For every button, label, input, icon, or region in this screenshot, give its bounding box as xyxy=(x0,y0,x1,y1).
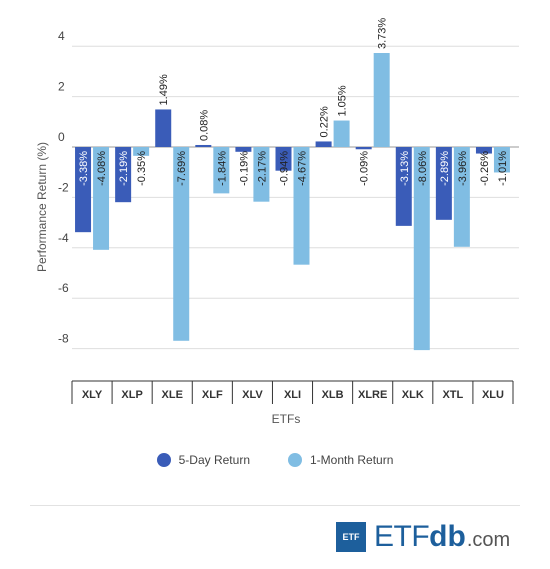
x-tick-label: XLP xyxy=(121,389,142,401)
data-label: -4.67% xyxy=(297,151,309,186)
legend-label-5-day: 5-Day Return xyxy=(178,453,250,467)
bar-5-day-xli xyxy=(275,147,292,171)
data-labels: -3.38% -4.08% -2.19% -0.35% 1.49% -7.69% 0.08%… xyxy=(78,18,509,186)
bar-1-month-xlb xyxy=(333,120,350,147)
bar-1-month-xlre xyxy=(373,53,390,148)
y-tick-label: 4 xyxy=(58,29,65,43)
logo-com-text: .com xyxy=(466,529,511,551)
bar-5-day-xly xyxy=(75,147,92,233)
bar-1-month-xlu xyxy=(493,147,510,173)
x-tick-label: XTL xyxy=(442,389,463,401)
bar-1-month-xly xyxy=(93,147,110,250)
data-label: -3.13% xyxy=(399,151,411,186)
data-label: -2.89% xyxy=(439,151,451,186)
bar-1-month-xli xyxy=(293,147,310,265)
bar-5-day-xlp xyxy=(115,147,132,203)
bar-1-month-xtl xyxy=(453,147,470,247)
bar-5-day-xle xyxy=(155,109,172,147)
etfdb-logo: ETF ETF db .com xyxy=(336,519,510,555)
legend-item-1-month[interactable]: 1-Month Return xyxy=(288,453,393,467)
legend-swatch-5-day xyxy=(156,453,171,467)
y-tick-label: -2 xyxy=(58,180,69,194)
y-tick-label: -6 xyxy=(58,281,69,295)
y-axis-ticks: 4 2 0 -2 -4 -6 -8 xyxy=(58,29,69,345)
footer-divider xyxy=(30,505,520,506)
data-label: -3.96% xyxy=(457,151,469,186)
x-tick-label: XLE xyxy=(162,389,183,401)
x-tick-label: XLI xyxy=(284,389,301,401)
bar-1-month-xlk xyxy=(413,147,430,351)
data-label: -0.26% xyxy=(479,151,491,186)
data-label: -1.84% xyxy=(216,151,228,186)
x-tick-label: XLF xyxy=(202,389,223,401)
bar-5-day-xlre xyxy=(355,147,372,150)
legend-label-1-month: 1-Month Return xyxy=(310,453,394,467)
x-axis: XLY XLP XLE XLF XLV XLI XLB XLRE XLK XTL XLU xyxy=(71,380,514,404)
logo-etf-text: ETF xyxy=(374,520,430,553)
y-tick-label: -8 xyxy=(58,332,69,346)
bar-5-day-xlv xyxy=(235,147,252,152)
bar-chart: 4 2 0 -2 -4 -6 -8 -3.38% -4.08% -2.19% -0.35% 1.49… xyxy=(35,18,519,426)
data-label: -1.01% xyxy=(497,151,509,186)
data-label: 1.05% xyxy=(337,85,349,116)
data-label: -0.35% xyxy=(136,151,148,186)
bar-1-month-xle xyxy=(173,147,190,341)
bar-5-day-xlk xyxy=(395,147,412,226)
bar-1-month-xlv xyxy=(253,147,270,202)
y-tick-label: 2 xyxy=(58,80,65,94)
data-label: 0.08% xyxy=(198,110,210,141)
data-label: 1.49% xyxy=(158,74,170,105)
data-label: -4.08% xyxy=(96,151,108,186)
bar-5-day-xlu xyxy=(475,147,492,154)
data-label: -2.19% xyxy=(118,151,130,186)
data-label: -0.19% xyxy=(238,151,250,186)
legend-item-5-day[interactable]: 5-Day Return xyxy=(156,453,250,467)
bars xyxy=(75,53,510,351)
x-tick-label: XLK xyxy=(402,389,424,401)
bar-5-day-xlf xyxy=(195,144,212,147)
data-label: -7.69% xyxy=(176,151,188,186)
y-tick-label: 0 xyxy=(58,130,65,144)
data-label: 0.22% xyxy=(319,106,331,137)
y-axis-label: Performance Return (%) xyxy=(35,142,49,272)
data-label: -8.06% xyxy=(417,151,429,186)
x-tick-label: XLB xyxy=(322,389,344,401)
x-tick-label: XLU xyxy=(482,389,504,401)
data-label: -2.17% xyxy=(256,151,268,186)
data-label: -3.38% xyxy=(78,151,90,186)
bar-5-day-xlb xyxy=(315,141,332,147)
x-tick-label: XLV xyxy=(242,389,263,401)
logo-db-text: db xyxy=(429,520,466,553)
x-axis-label: ETFs xyxy=(272,412,301,426)
logo-mark: ETF xyxy=(336,522,366,552)
data-label: -0.09% xyxy=(359,151,371,186)
bar-5-day-xtl xyxy=(435,147,452,220)
x-tick-label: XLRE xyxy=(358,389,387,401)
data-label: -0.94% xyxy=(279,151,291,186)
bar-1-month-xlp xyxy=(133,147,150,156)
y-tick-label: -4 xyxy=(58,231,69,245)
bar-1-month-xlf xyxy=(213,147,230,194)
legend-swatch-1-month xyxy=(288,453,302,467)
data-label: 3.73% xyxy=(377,18,389,49)
legend: 5-Day Return 1-Month Return xyxy=(0,453,550,467)
x-tick-label: XLY xyxy=(82,389,103,401)
